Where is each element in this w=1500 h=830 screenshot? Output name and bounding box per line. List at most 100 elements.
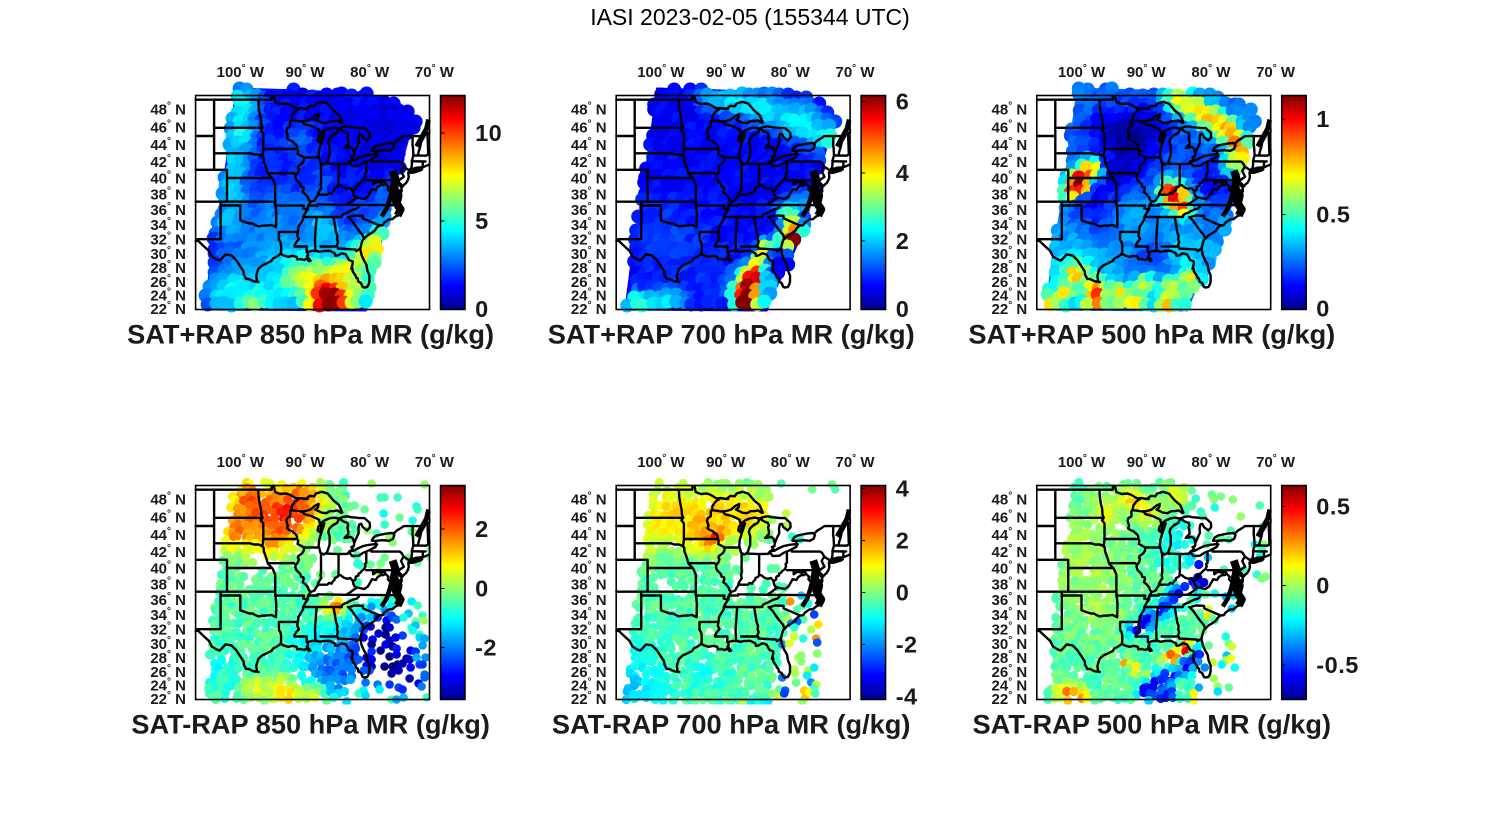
- svg-text:40° N: 40° N: [150, 169, 186, 187]
- svg-text:26° N: 26° N: [992, 273, 1028, 291]
- svg-text:46° N: 46° N: [150, 509, 186, 527]
- svg-text:0: 0: [896, 296, 910, 322]
- svg-text:38° N: 38° N: [992, 185, 1028, 203]
- svg-text:6: 6: [896, 89, 910, 115]
- svg-text:1: 1: [1316, 106, 1330, 132]
- svg-text:-2: -2: [475, 635, 497, 661]
- svg-text:28° N: 28° N: [571, 649, 607, 667]
- svg-text:0: 0: [1316, 296, 1330, 322]
- svg-text:42° N: 42° N: [992, 153, 1028, 171]
- svg-text:30° N: 30° N: [992, 245, 1028, 263]
- svg-text:70° W: 70° W: [835, 453, 875, 471]
- svg-text:80° W: 80° W: [350, 453, 390, 471]
- svg-text:22° N: 22° N: [150, 300, 186, 318]
- svg-text:38° N: 38° N: [571, 185, 607, 203]
- svg-text:48° N: 48° N: [571, 101, 607, 119]
- svg-text:90° W: 90° W: [1127, 453, 1167, 471]
- svg-text:40° N: 40° N: [571, 169, 607, 187]
- svg-text:36° N: 36° N: [992, 591, 1028, 609]
- svg-text:2: 2: [475, 516, 489, 542]
- svg-text:46° N: 46° N: [150, 119, 186, 137]
- svg-text:100° W: 100° W: [1058, 453, 1106, 471]
- svg-text:44° N: 44° N: [571, 526, 607, 544]
- svg-text:80° W: 80° W: [771, 63, 811, 81]
- svg-text:80° W: 80° W: [1191, 453, 1231, 471]
- svg-text:80° W: 80° W: [350, 63, 390, 81]
- svg-text:34° N: 34° N: [571, 216, 607, 234]
- svg-text:38° N: 38° N: [150, 575, 186, 593]
- svg-text:48° N: 48° N: [150, 101, 186, 119]
- svg-text:48° N: 48° N: [571, 491, 607, 509]
- svg-text:24° N: 24° N: [992, 677, 1028, 695]
- svg-text:40° N: 40° N: [992, 169, 1028, 187]
- svg-text:32° N: 32° N: [150, 621, 186, 639]
- svg-text:SAT-RAP 850 hPa MR (g/kg): SAT-RAP 850 hPa MR (g/kg): [131, 708, 490, 739]
- svg-text:36° N: 36° N: [992, 201, 1028, 219]
- svg-text:32° N: 32° N: [992, 621, 1028, 639]
- svg-text:46° N: 46° N: [992, 509, 1028, 527]
- svg-text:4: 4: [896, 476, 910, 502]
- svg-text:0.5: 0.5: [1316, 494, 1350, 520]
- svg-text:24° N: 24° N: [571, 677, 607, 695]
- svg-text:22° N: 22° N: [150, 690, 186, 708]
- svg-text:28° N: 28° N: [150, 649, 186, 667]
- svg-text:70° W: 70° W: [1256, 453, 1296, 471]
- svg-text:IASI 2023-02-05 (155344 UTC): IASI 2023-02-05 (155344 UTC): [590, 4, 910, 30]
- svg-text:34° N: 34° N: [992, 606, 1028, 624]
- svg-text:48° N: 48° N: [992, 101, 1028, 119]
- svg-text:42° N: 42° N: [992, 543, 1028, 561]
- svg-text:24° N: 24° N: [992, 287, 1028, 305]
- svg-text:44° N: 44° N: [571, 136, 607, 154]
- svg-text:34° N: 34° N: [992, 216, 1028, 234]
- svg-text:0: 0: [475, 296, 489, 322]
- svg-text:38° N: 38° N: [992, 575, 1028, 593]
- svg-text:44° N: 44° N: [992, 526, 1028, 544]
- svg-text:40° N: 40° N: [571, 559, 607, 577]
- svg-text:26° N: 26° N: [571, 273, 607, 291]
- svg-text:44° N: 44° N: [150, 526, 186, 544]
- svg-text:32° N: 32° N: [571, 231, 607, 249]
- svg-text:100° W: 100° W: [217, 63, 265, 81]
- svg-text:90° W: 90° W: [285, 63, 325, 81]
- svg-text:2: 2: [896, 528, 910, 554]
- svg-text:32° N: 32° N: [571, 621, 607, 639]
- svg-text:22° N: 22° N: [992, 690, 1028, 708]
- svg-text:-2: -2: [896, 632, 918, 658]
- svg-text:100° W: 100° W: [637, 63, 685, 81]
- svg-text:42° N: 42° N: [571, 543, 607, 561]
- svg-text:90° W: 90° W: [706, 453, 746, 471]
- svg-text:70° W: 70° W: [415, 453, 455, 471]
- svg-text:0.5: 0.5: [1316, 202, 1350, 228]
- svg-text:26° N: 26° N: [992, 663, 1028, 681]
- svg-text:40° N: 40° N: [150, 559, 186, 577]
- svg-text:70° W: 70° W: [835, 63, 875, 81]
- svg-text:4: 4: [896, 160, 910, 186]
- svg-text:38° N: 38° N: [150, 185, 186, 203]
- svg-text:-0.5: -0.5: [1316, 652, 1359, 678]
- svg-text:26° N: 26° N: [150, 663, 186, 681]
- svg-text:46° N: 46° N: [992, 119, 1028, 137]
- svg-text:70° W: 70° W: [415, 63, 455, 81]
- svg-text:22° N: 22° N: [992, 300, 1028, 318]
- svg-text:100° W: 100° W: [1058, 63, 1106, 81]
- svg-text:42° N: 42° N: [571, 153, 607, 171]
- svg-text:0: 0: [896, 580, 910, 606]
- svg-text:70° W: 70° W: [1256, 63, 1296, 81]
- svg-text:48° N: 48° N: [992, 491, 1028, 509]
- svg-text:5: 5: [475, 208, 489, 234]
- svg-text:40° N: 40° N: [992, 559, 1028, 577]
- svg-text:22° N: 22° N: [571, 690, 607, 708]
- svg-text:SAT-RAP 700 hPa MR (g/kg): SAT-RAP 700 hPa MR (g/kg): [552, 708, 911, 739]
- svg-text:SAT+RAP 850 hPa MR (g/kg): SAT+RAP 850 hPa MR (g/kg): [127, 318, 494, 349]
- svg-text:24° N: 24° N: [571, 287, 607, 305]
- svg-text:30° N: 30° N: [571, 245, 607, 263]
- svg-text:36° N: 36° N: [571, 591, 607, 609]
- svg-text:SAT+RAP 700 hPa MR (g/kg): SAT+RAP 700 hPa MR (g/kg): [548, 318, 915, 349]
- svg-text:46° N: 46° N: [571, 509, 607, 527]
- svg-text:44° N: 44° N: [992, 136, 1028, 154]
- svg-text:26° N: 26° N: [150, 273, 186, 291]
- svg-text:SAT-RAP 500 hPa MR (g/kg): SAT-RAP 500 hPa MR (g/kg): [973, 708, 1332, 739]
- svg-text:42° N: 42° N: [150, 543, 186, 561]
- svg-text:28° N: 28° N: [571, 259, 607, 277]
- svg-text:-4: -4: [896, 684, 918, 710]
